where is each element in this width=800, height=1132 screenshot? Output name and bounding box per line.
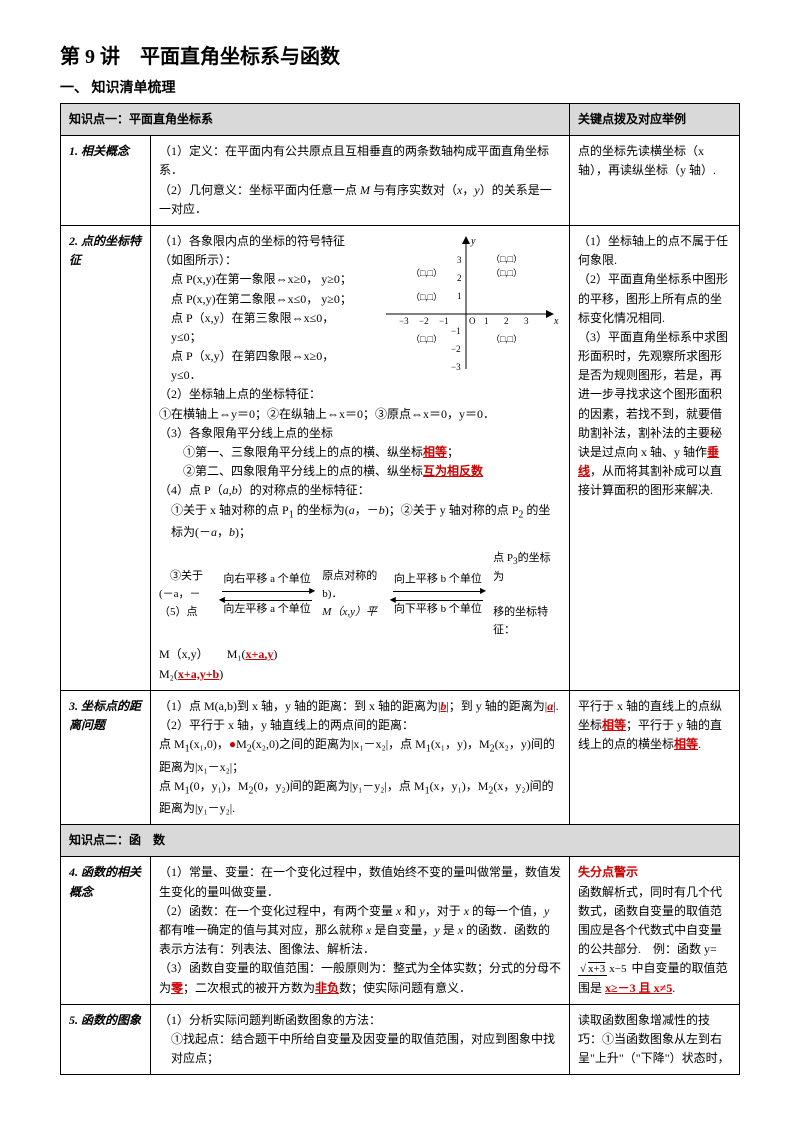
row2-p3b: ②第二、四象限角平分线上的点的横、纵坐标互为相反数 [183,462,561,481]
row2-label: 2. 点的坐标特征 [61,225,151,690]
row2-p4-1: ①关于 x 轴对称的点 P1 的坐标为(a，－b)；②关于 y 轴对称的点 P2… [171,501,561,543]
svg-text:−1: −1 [451,326,461,336]
header-k1: 知识点一：平面直角坐标系 [61,104,570,136]
row1-line2: （2）几何意义：坐标平面内任意一点 M 与有序实数对（x，y）的关系是一一对应． [159,181,561,219]
row4-tip: 失分点警示 函数解析式，同时有几个代数式，函数自变量的取值范围应是各个代数式中自… [570,857,740,1004]
row4-content: （1）常量、变量：在一个变化过程中，数值始终不变的量叫做常量，数值发生变化的量叫… [151,857,570,1004]
row2-arrow-block: ③关于 (－a，－ （5）点 向右平移 a 个单位 向左平移 a 个单位 原点对… [159,550,561,639]
row5-label: 5. 函数的图象 [61,1004,151,1075]
row3-label: 3. 坐标点的距离问题 [61,690,151,825]
row2-p3a: ①第一、三象限角平分线上的点的横、纵坐标相等； [183,443,561,462]
svg-text:（□,□）: （□,□） [411,292,442,302]
svg-text:（□,□）: （□,□） [491,268,522,278]
svg-text:（□,□）: （□,□） [491,254,522,264]
coordinate-diagram: x y O 1 2 3 −1 −2 −3 1 2 3 −1 −2 −3 （□,□… [371,234,561,374]
svg-text:（□,□）: （□,□） [491,334,522,344]
page-title: 第 9 讲 平面直角坐标系与函数 [60,40,740,69]
svg-text:−2: −2 [419,316,429,326]
row2-m2: M₂(x+a,y+b) [159,665,561,684]
svg-text:3: 3 [457,255,462,265]
svg-text:（□,□）: （□,□） [411,334,442,344]
header-k2: 知识点二：函 数 [61,825,740,857]
row2-p2a: ①在横轴上⇔y＝0；②在纵轴上⇔x＝0；③原点⇔x＝0，y＝0． [159,405,561,424]
row1-content: （1）定义：在平面内有公共原点且互相垂直的两条数轴构成平面直角坐标系． （2）几… [151,136,570,226]
row2-mline: M（x,y） M₁(x+a,y) [159,645,561,664]
row3-content: （1）点 M(a,b)到 x 轴，y 轴的距离：到 x 轴的距离为|b|；到 y… [151,690,570,825]
row1-line1: （1）定义：在平面内有公共原点且互相垂直的两条数轴构成平面直角坐标系． [159,142,561,180]
svg-text:x: x [553,316,559,327]
svg-text:2: 2 [457,273,462,283]
svg-text:O: O [469,316,476,326]
knowledge-table: 知识点一：平面直角坐标系 关键点拨及对应举例 1. 相关概念 （1）定义：在平面… [60,103,740,1075]
row2-p4: （4）点 P（a,b）的对称点的坐标特征： [159,481,561,500]
svg-text:3: 3 [524,316,529,326]
svg-text:−1: −1 [439,316,449,326]
section-subtitle: 一、 知识清单梳理 [60,77,740,97]
row5-tip: 读取函数图象增减性的技巧：①当函数图象从左到右呈"上升"（"下降"）状态时， [570,1004,740,1075]
row1-label: 1. 相关概念 [61,136,151,226]
header-tips: 关键点拨及对应举例 [570,104,740,136]
row2-tip: （1）坐标轴上的点不属于任何象限. （2）平面直角坐标系中图形的平移，图形上所有… [570,225,740,690]
svg-text:−2: −2 [451,344,461,354]
row3-tip: 平行于 x 轴的直线上的点纵坐标相等；平行于 y 轴的直线上的点的横坐标相等. [570,690,740,825]
row1-tip: 点的坐标先读横坐标（x 轴），再读纵坐标（y 轴）. [570,136,740,226]
svg-text:−3: −3 [399,316,409,326]
svg-text:−3: −3 [451,362,461,372]
svg-text:2: 2 [504,316,509,326]
svg-text:（□,□）: （□,□） [411,268,442,278]
row4-label: 4. 函数的相关概念 [61,857,151,1004]
svg-text:y: y [470,236,476,247]
svg-text:1: 1 [457,291,462,301]
row5-content: （1）分析实际问题判断函数图象的方法： ①找起点：结合题干中所给自变量及因变量的… [151,1004,570,1075]
svg-text:1: 1 [484,316,489,326]
row2-content: x y O 1 2 3 −1 −2 −3 1 2 3 −1 −2 −3 （□,□… [151,225,570,690]
row2-p3: （3）各象限角平分线上点的坐标 [159,424,561,443]
row2-p2: （2）坐标轴上点的坐标特征： [159,385,561,404]
